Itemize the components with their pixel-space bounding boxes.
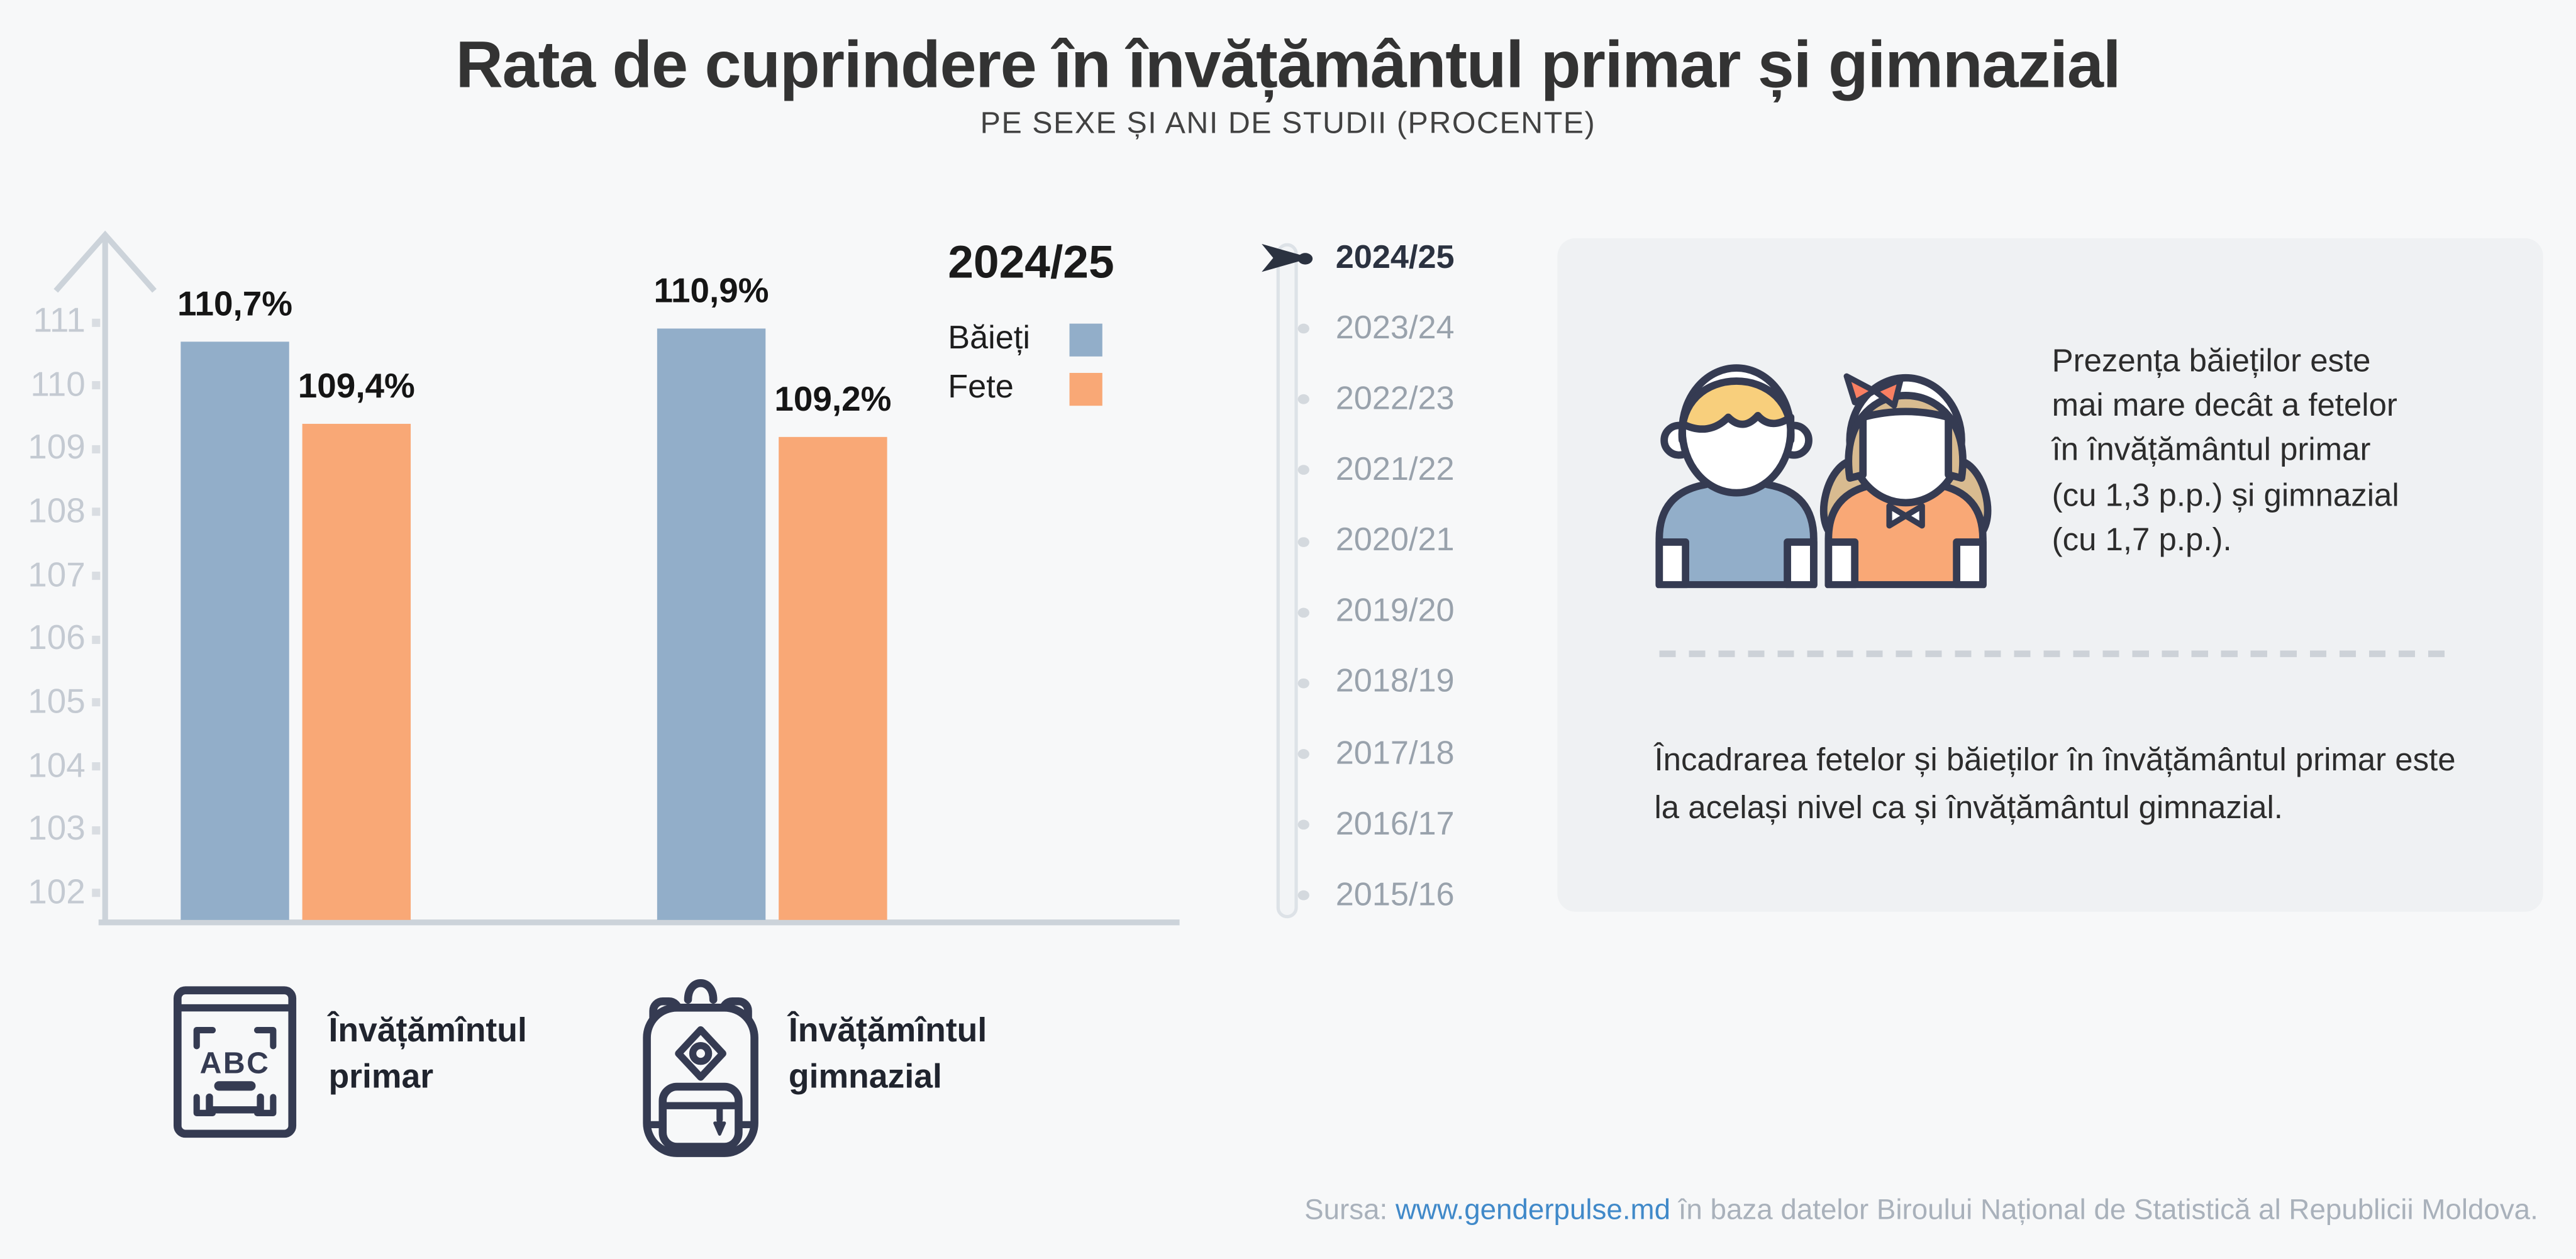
y-tick-102: 102 — [16, 874, 101, 912]
bar-value-label: 109,2% — [774, 380, 892, 419]
note-line: Încadrarea fetelor și băieților în învăț… — [1654, 742, 2456, 779]
bar-value-label: 109,4% — [297, 367, 415, 406]
bar-value-label: 110,7% — [177, 285, 293, 323]
highlight-line: (cu 1,7 p.p.). — [2051, 522, 2232, 558]
boy-and-girl-icon — [1655, 364, 1992, 589]
timeline-year-2017-18[interactable]: 2017/18 — [1297, 735, 1455, 774]
legend-item-fete: Fete — [948, 369, 1162, 406]
y-tick-104: 104 — [16, 747, 101, 785]
y-tick-107: 107 — [16, 557, 101, 594]
timeline-year-2015-16[interactable]: 2015/16 — [1297, 876, 1455, 916]
y-tick-106: 106 — [16, 620, 101, 658]
timeline-cursor-icon — [1262, 243, 1311, 272]
timeline-year-2023-24[interactable]: 2023/24 — [1297, 309, 1455, 349]
timeline-dot-icon — [1297, 324, 1309, 334]
timeline-year-2022-23[interactable]: 2022/23 — [1297, 380, 1455, 419]
highlight-line: (cu 1,3 p.p.) și gimnazial — [2051, 477, 2399, 514]
page-title: Rata de cuprindere în învățământul prima… — [455, 30, 2121, 102]
highlight-text: Prezența băieților este mai mare decât a … — [2052, 340, 2479, 563]
timeline-dot-icon — [1297, 607, 1309, 618]
y-tick-109: 109 — [16, 430, 101, 467]
chart-legend: 2024/25 Băieți Fete — [948, 236, 1162, 421]
highlight-line: Prezența băieților este — [2051, 343, 2371, 380]
timeline-dot-icon — [1297, 252, 1313, 264]
info-panel: Prezența băieților este mai mare decât a … — [1557, 238, 2543, 912]
legend-label-fete: Fete — [948, 369, 1014, 406]
timeline-dot-icon — [1297, 749, 1309, 760]
timeline-year-2024-25[interactable]: 2024/25 — [1297, 238, 1455, 278]
category-label-gimnazial: Învățămîntul gimnazial — [788, 1012, 987, 1095]
y-tick-110: 110 — [16, 366, 101, 404]
timeline-dot-icon — [1297, 678, 1309, 689]
note-text: Încadrarea fetelor și băieților în învăț… — [1654, 738, 2541, 831]
y-tick-111: 111 — [16, 302, 101, 340]
y-tick-105: 105 — [16, 684, 101, 721]
abc-book-icon: ABC — [173, 986, 297, 1138]
timeline-year-2019-20[interactable]: 2019/20 — [1297, 592, 1455, 632]
bar-value-label: 110,9% — [653, 272, 769, 311]
timeline-year-2021-22[interactable]: 2021/22 — [1297, 451, 1455, 491]
legend-label-baieti: Băieți — [948, 320, 1030, 357]
bar-băieți-2 — [657, 328, 766, 920]
bar-băieți-1 — [180, 341, 289, 920]
legend-title: 2024/25 — [948, 236, 1114, 288]
fete-color-swatch — [1069, 372, 1102, 405]
abc-text: ABC — [200, 1046, 270, 1080]
highlight-line: mai mare decât a fetelor — [2051, 388, 2397, 424]
timeline-dot-icon — [1297, 890, 1309, 901]
source-suffix: în baza datelor Biroului Național de Sta… — [1670, 1192, 2538, 1226]
timeline-track[interactable] — [1276, 243, 1298, 919]
y-tick-103: 103 — [16, 811, 101, 848]
timeline-dot-icon — [1297, 465, 1309, 476]
timeline-year-2020-21[interactable]: 2020/21 — [1297, 522, 1455, 562]
highlight-line: în învățământul primar — [2051, 433, 2371, 469]
y-tick-108: 108 — [16, 493, 101, 531]
genderpulse-link[interactable]: www.genderpulse.md — [1395, 1192, 1671, 1226]
timeline-dot-icon — [1297, 820, 1309, 830]
page-subtitle: PE SEXE ȘI ANI DE STUDII (PROCENTE) — [980, 105, 1596, 140]
baieti-color-swatch — [1069, 323, 1102, 356]
note-line: la același nivel ca și învățământul gimn… — [1654, 789, 2283, 826]
bar-fete-1 — [302, 423, 411, 920]
backpack-icon — [643, 979, 758, 1157]
timeline-dot-icon — [1297, 394, 1309, 405]
source-prefix: Sursa: — [1304, 1192, 1396, 1226]
bar-fete-2 — [779, 436, 887, 920]
timeline-dot-icon — [1297, 536, 1309, 546]
category-label-primar: Învățămîntul primar — [328, 1012, 527, 1095]
timeline-year-2018-19[interactable]: 2018/19 — [1297, 663, 1455, 703]
legend-item-baieti: Băieți — [948, 320, 1162, 357]
source-footer: Sursa: www.genderpulse.md în baza datelo… — [821, 1192, 2538, 1227]
y-axis — [53, 230, 1180, 926]
dashed-divider — [1659, 650, 2451, 657]
timeline-year-2016-17[interactable]: 2016/17 — [1297, 806, 1455, 845]
